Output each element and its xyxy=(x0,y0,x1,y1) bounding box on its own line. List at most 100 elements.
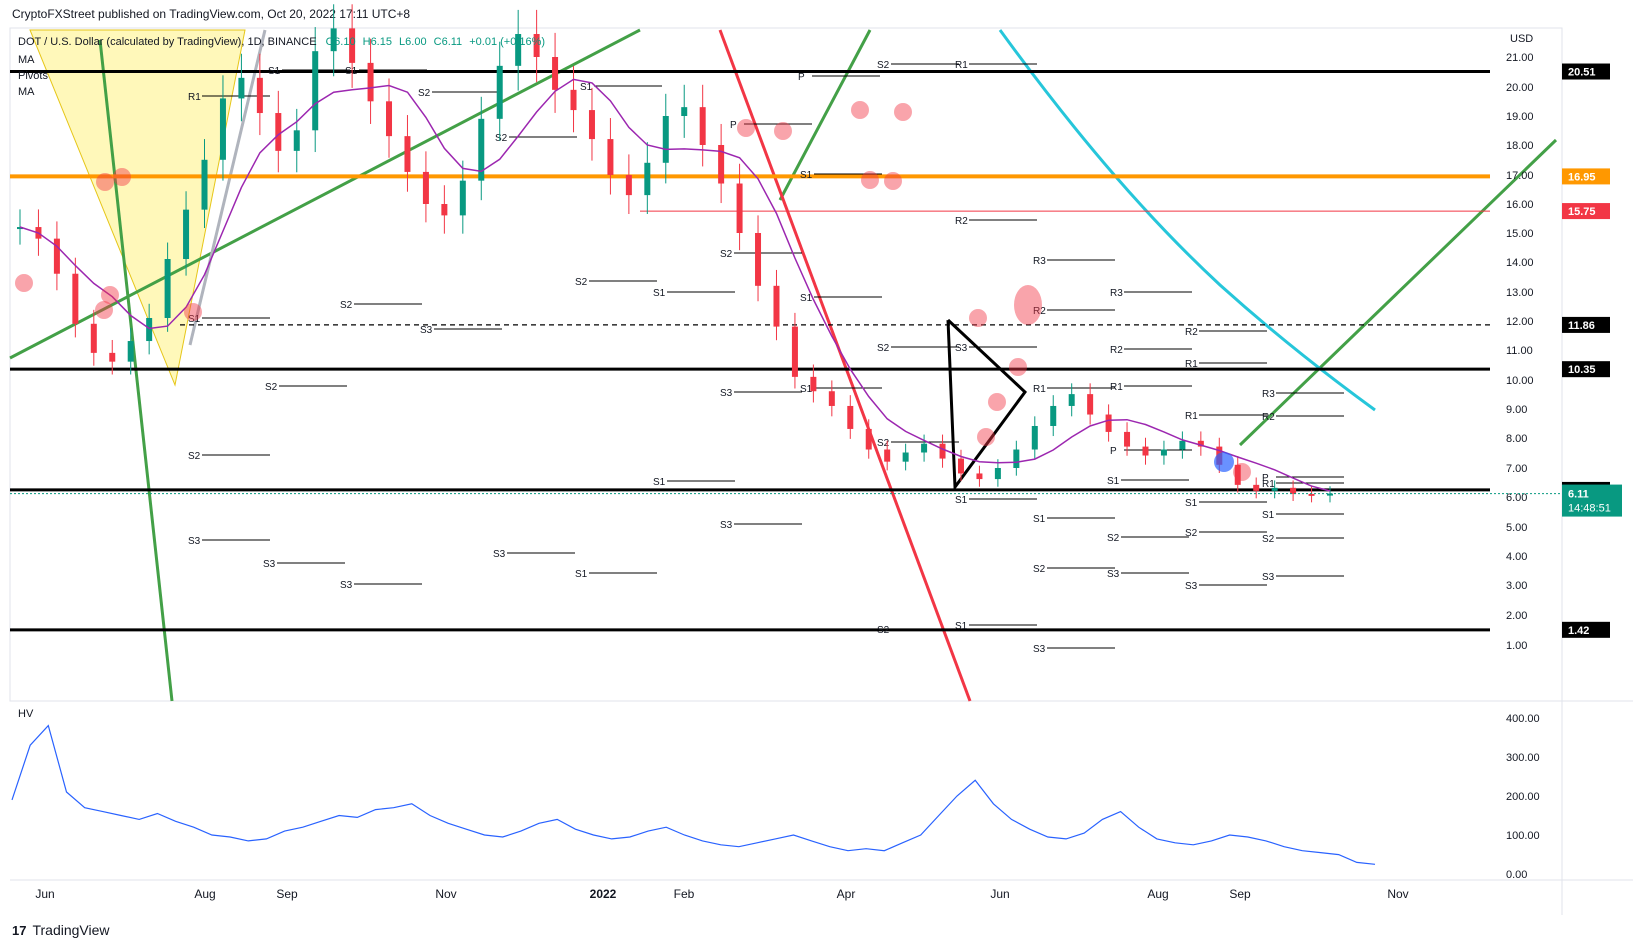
pivot-label: P xyxy=(798,72,805,83)
candle-body xyxy=(441,204,448,216)
tradingview-logo[interactable]: 17 TradingView xyxy=(12,922,110,938)
bar-countdown: 14:48:51 xyxy=(1568,503,1611,515)
price-badge-label: 20.51 xyxy=(1568,67,1596,79)
pivot-label: R1 xyxy=(1185,359,1198,370)
pivot-label: S3 xyxy=(263,559,276,570)
candle-body xyxy=(1308,493,1315,496)
price-badge xyxy=(1562,203,1610,220)
candle-body xyxy=(201,159,208,210)
candle-body xyxy=(736,183,743,233)
event-marker xyxy=(96,173,114,191)
event-marker xyxy=(101,286,119,304)
time-tick-label: 2022 xyxy=(590,887,617,901)
time-tick-label: Feb xyxy=(674,887,695,901)
pivot-label: S3 xyxy=(720,388,733,399)
candle-body xyxy=(1050,405,1057,426)
candle-body xyxy=(238,77,245,99)
hv-indicator-pane xyxy=(11,724,1376,865)
pivot-label: S1 xyxy=(653,477,666,488)
candle-body xyxy=(219,98,226,160)
time-axis[interactable]: Jun Aug Sep Nov 2022 Feb Apr Jun Aug Sep Nov xyxy=(35,887,1408,901)
pivot-label: R3 xyxy=(1033,256,1046,267)
price-badge xyxy=(1562,316,1610,333)
pivot-label: P xyxy=(1262,473,1269,484)
candle-body xyxy=(902,452,909,462)
pivot-label: P xyxy=(730,120,737,131)
price-badges-layer: 20.5116.9515.7511.8610.356.231.426.1114:… xyxy=(10,63,1622,638)
price-series-layer xyxy=(17,4,1333,503)
candle-body xyxy=(1179,440,1186,450)
price-tick-label: 2.00 xyxy=(1506,610,1527,622)
marker-layer xyxy=(15,101,1251,481)
price-tick-label: 10.00 xyxy=(1506,375,1534,387)
pivot-label: S3 xyxy=(188,536,201,547)
green-trendline-rising-left xyxy=(9,28,641,360)
indicator-legend-ma-2[interactable]: MA xyxy=(18,86,35,98)
candle-body xyxy=(53,238,60,274)
candle-body xyxy=(146,317,153,342)
published-line: CryptoFXStreet published on TradingView.… xyxy=(12,7,411,21)
price-badge-label: 10.35 xyxy=(1568,364,1596,376)
candle-body xyxy=(72,273,79,324)
candle-body xyxy=(256,77,263,114)
indicator-legend-ma-1[interactable]: MA xyxy=(18,54,35,66)
candle-body xyxy=(1253,484,1260,491)
hv-tick-label: 0.00 xyxy=(1506,869,1527,881)
time-tick-label: Jun xyxy=(990,887,1009,901)
pivot-label: S1 xyxy=(800,170,813,181)
pivot-label: R2 xyxy=(1185,327,1198,338)
candle-body xyxy=(1031,425,1038,450)
candle-body xyxy=(939,443,946,459)
price-badge-label: 15.75 xyxy=(1568,206,1596,218)
price-tick-label: 17.00 xyxy=(1506,170,1534,182)
candle-body xyxy=(699,107,706,145)
indicator-legend-pivots[interactable]: Pivots xyxy=(18,70,48,82)
event-marker xyxy=(851,101,869,119)
price-axis[interactable]: USD 1.00 2.00 3.00 4.00 5.00 6.00 7.00 8.00 9.00 1… xyxy=(1506,33,1534,652)
pivot-label: S2 xyxy=(1033,564,1046,575)
hv-legend[interactable]: HV xyxy=(18,708,34,720)
candle-body xyxy=(1290,487,1297,494)
event-marker xyxy=(1009,358,1027,376)
candle-body xyxy=(1124,431,1131,447)
ohlc-high: H6.15 xyxy=(362,36,392,48)
time-tick-label: Aug xyxy=(1147,887,1168,901)
candle-body xyxy=(349,28,356,63)
candle-body xyxy=(994,468,1001,480)
time-tick-label: Sep xyxy=(1229,887,1251,901)
price-badge-label: 11.86 xyxy=(1568,320,1595,332)
ohlc-low: L6.00 xyxy=(399,36,427,48)
symbol-legend[interactable]: DOT / U.S. Dollar (calculated by Trading… xyxy=(18,36,545,48)
pivot-label: S1 xyxy=(653,288,666,299)
price-badge xyxy=(1562,168,1610,185)
tradingview-logo-icon: 17 xyxy=(12,922,27,938)
candle-body xyxy=(921,443,928,453)
event-marker xyxy=(969,309,987,327)
pivot-label: S1 xyxy=(345,66,358,77)
pivot-label: R1 xyxy=(188,92,201,103)
indicator-legend[interactable]: MA Pivots MA xyxy=(18,52,48,100)
black-triangle-pattern xyxy=(946,318,1027,492)
hv-axis[interactable]: 0.00 100.00 200.00 300.00 400.00 xyxy=(1506,713,1540,881)
current-marker xyxy=(1214,452,1234,472)
hv-tick-label: 300.00 xyxy=(1506,752,1540,764)
price-tick-label: 15.00 xyxy=(1506,228,1534,240)
candle-body xyxy=(865,428,872,450)
price-badge xyxy=(1562,621,1610,638)
candle-body xyxy=(625,175,632,196)
hv-tick-label: 100.00 xyxy=(1506,830,1540,842)
candle-body xyxy=(810,376,817,392)
candle-body xyxy=(1197,440,1204,447)
price-tick-label: 13.00 xyxy=(1506,287,1534,299)
pivot-label: R3 xyxy=(1262,389,1275,400)
time-tick-label: Nov xyxy=(435,887,456,901)
pivot-label: S3 xyxy=(493,549,506,560)
candle-body xyxy=(570,89,577,111)
pivot-label: S1 xyxy=(1033,514,1046,525)
symbol-line: DOT / U.S. Dollar (calculated by Trading… xyxy=(18,36,317,48)
pivot-label: S3 xyxy=(1033,644,1046,655)
price-badge-label: 16.95 xyxy=(1568,171,1596,183)
pivot-label: S1 xyxy=(575,569,588,580)
candle-body xyxy=(478,118,485,181)
